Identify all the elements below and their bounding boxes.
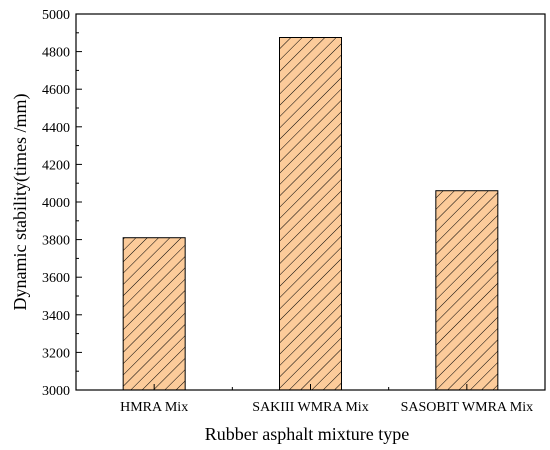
y-tick-label: 5000 <box>42 8 70 23</box>
bar-2 <box>279 37 342 391</box>
x-axis-title: Rubber asphalt mixture type <box>205 424 409 444</box>
x-tick-label: SASOBIT WMRA Mix <box>401 400 534 415</box>
x-tick-label: SAKIII WMRA Mix <box>252 400 368 415</box>
y-tick-label: 4600 <box>42 83 70 98</box>
bar-1 <box>122 237 186 391</box>
y-tick-label: 4400 <box>42 121 70 136</box>
plot-area: 3000 3200 3400 3600 3800 4000 4200 4400 4600 4800… <box>42 8 546 415</box>
bar-3 <box>435 190 499 391</box>
y-tick-label: 4000 <box>42 196 70 211</box>
y-tick-label: 4800 <box>42 46 70 61</box>
y-tick-label: 3000 <box>42 384 70 399</box>
y-tick-label: 3400 <box>42 309 70 324</box>
x-tick-label: HMRA Mix <box>120 400 188 415</box>
y-tick-label: 4200 <box>42 158 70 173</box>
y-tick-label: 3800 <box>42 234 70 249</box>
y-axis-title: Dynamic stability(times /mm) <box>10 94 31 311</box>
y-tick-label: 3600 <box>42 271 70 286</box>
y-tick-label: 3200 <box>42 346 70 361</box>
